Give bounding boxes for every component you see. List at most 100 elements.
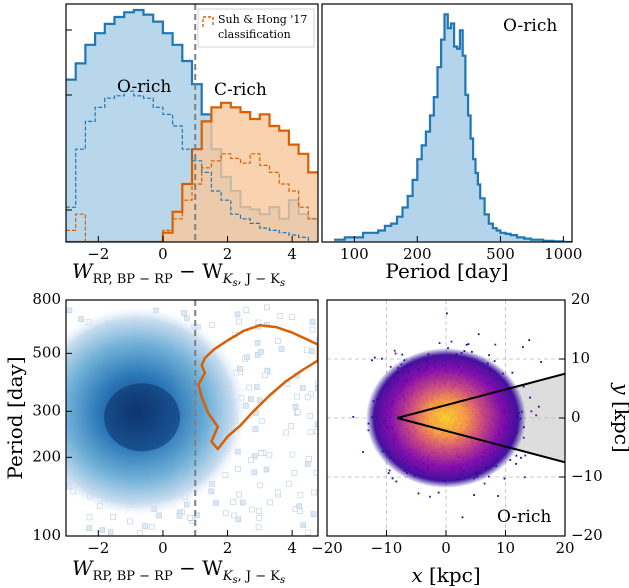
star-pixel	[511, 371, 514, 374]
x-tick-label: −10	[371, 539, 403, 557]
sparse-cell	[222, 510, 229, 517]
x-tick-label: 2	[223, 245, 233, 263]
sparse-cell	[127, 518, 133, 525]
star-pixel	[381, 357, 383, 360]
x-tick-label: 1000	[544, 245, 582, 263]
star-pixel	[522, 385, 525, 388]
x-tick-label: −20	[311, 539, 343, 557]
sparse-cell	[255, 524, 262, 531]
sparse-cell	[310, 511, 317, 517]
density-blob	[366, 348, 526, 488]
sparse-cell	[258, 450, 264, 456]
sparse-cell	[244, 354, 250, 361]
sparse-cell	[251, 453, 258, 459]
y-tick-label: 800	[32, 290, 61, 308]
sparse-cell	[181, 310, 187, 316]
sparse-cell	[176, 512, 183, 519]
sparse-cell	[304, 394, 311, 401]
sparse-cell	[187, 514, 193, 521]
star-pixel	[387, 472, 390, 474]
x-tick-label: 0	[158, 245, 168, 263]
sparse-cell	[297, 491, 304, 498]
star-pixel	[389, 365, 392, 368]
series-fill	[334, 14, 572, 242]
sparse-cell	[258, 348, 264, 355]
sparse-cell	[239, 499, 246, 506]
star-pixel	[515, 454, 518, 457]
sparse-cell	[291, 469, 298, 476]
sparse-cell	[289, 451, 296, 458]
star-pixel	[488, 354, 490, 356]
star-pixel	[522, 346, 524, 348]
star-pixel	[477, 333, 480, 336]
star-pixel	[450, 340, 453, 343]
sparse-cell	[315, 385, 318, 392]
y-tick-label: 100	[32, 526, 61, 544]
sparse-cell	[306, 456, 313, 462]
sparse-cell	[263, 466, 270, 473]
sparse-cell	[235, 516, 242, 523]
sparse-cell	[256, 508, 262, 515]
sparse-cell	[283, 429, 290, 436]
sparse-cell	[266, 452, 273, 459]
sparse-cell	[296, 503, 303, 510]
series-dashed-3	[66, 153, 318, 242]
y-tick-label: 10	[571, 349, 590, 367]
star-pixel	[393, 349, 396, 352]
sparse-cell	[251, 469, 258, 476]
sparse-cell	[307, 429, 314, 436]
y-tick-label: 0	[571, 408, 581, 426]
annotation-c-rich: C-rich	[214, 80, 267, 100]
panel-c-ylabel: Period [day]	[3, 356, 27, 479]
star-pixel	[394, 352, 397, 355]
star-pixel	[540, 361, 542, 363]
star-pixel	[528, 339, 531, 341]
star-pixel	[461, 516, 464, 519]
series-dashed-2	[66, 90, 318, 242]
x-tick-label: 0	[158, 539, 168, 557]
star-pixel	[371, 359, 373, 362]
sparse-cell	[256, 397, 263, 404]
y-tick-label: −10	[571, 467, 603, 485]
series-fill-0	[66, 10, 318, 242]
sparse-cell	[309, 326, 316, 333]
sparse-cell	[285, 480, 292, 487]
sparse-cell	[288, 422, 295, 429]
star-pixel	[352, 416, 355, 418]
legend-box	[197, 8, 315, 48]
sparse-cell	[309, 319, 316, 325]
sparse-cell	[267, 499, 273, 506]
sparse-cell	[304, 347, 310, 354]
star-pixel	[401, 353, 404, 356]
star-pixel	[529, 396, 531, 399]
y-tick-label: 500	[32, 343, 61, 361]
panel-d-xlabel: x [kpc]	[411, 563, 480, 587]
sparse-cell	[248, 457, 254, 463]
sparse-cell	[236, 491, 242, 498]
c-rich-contour	[197, 324, 318, 451]
sparse-cell	[305, 529, 311, 536]
sparse-cell	[264, 367, 271, 374]
star-pixel	[438, 342, 441, 344]
x-tick-label: 2	[223, 539, 233, 557]
sparse-cell	[294, 393, 301, 400]
panel-b: 100 200 500 1000 O-rich Period [day]	[321, 3, 582, 283]
star-pixel	[429, 495, 431, 498]
sparse-cell	[257, 482, 263, 489]
sparse-cell	[254, 340, 261, 346]
sparse-cell	[137, 530, 143, 536]
legend-dashed-icon	[202, 16, 214, 27]
sparse-cell	[274, 489, 281, 496]
star-pixel	[388, 469, 391, 472]
x-tick-label: 100	[340, 245, 369, 263]
series-line-1	[66, 101, 318, 242]
sparse-cell	[297, 508, 303, 514]
star-pixel	[503, 477, 506, 480]
sparse-cell	[311, 489, 317, 496]
sparse-cell	[292, 403, 299, 410]
sparse-cell	[107, 529, 114, 536]
sparse-cell	[249, 506, 255, 513]
x-tick-label: 20	[555, 539, 574, 557]
sparse-cell	[254, 352, 261, 358]
star-pixel	[520, 456, 522, 459]
